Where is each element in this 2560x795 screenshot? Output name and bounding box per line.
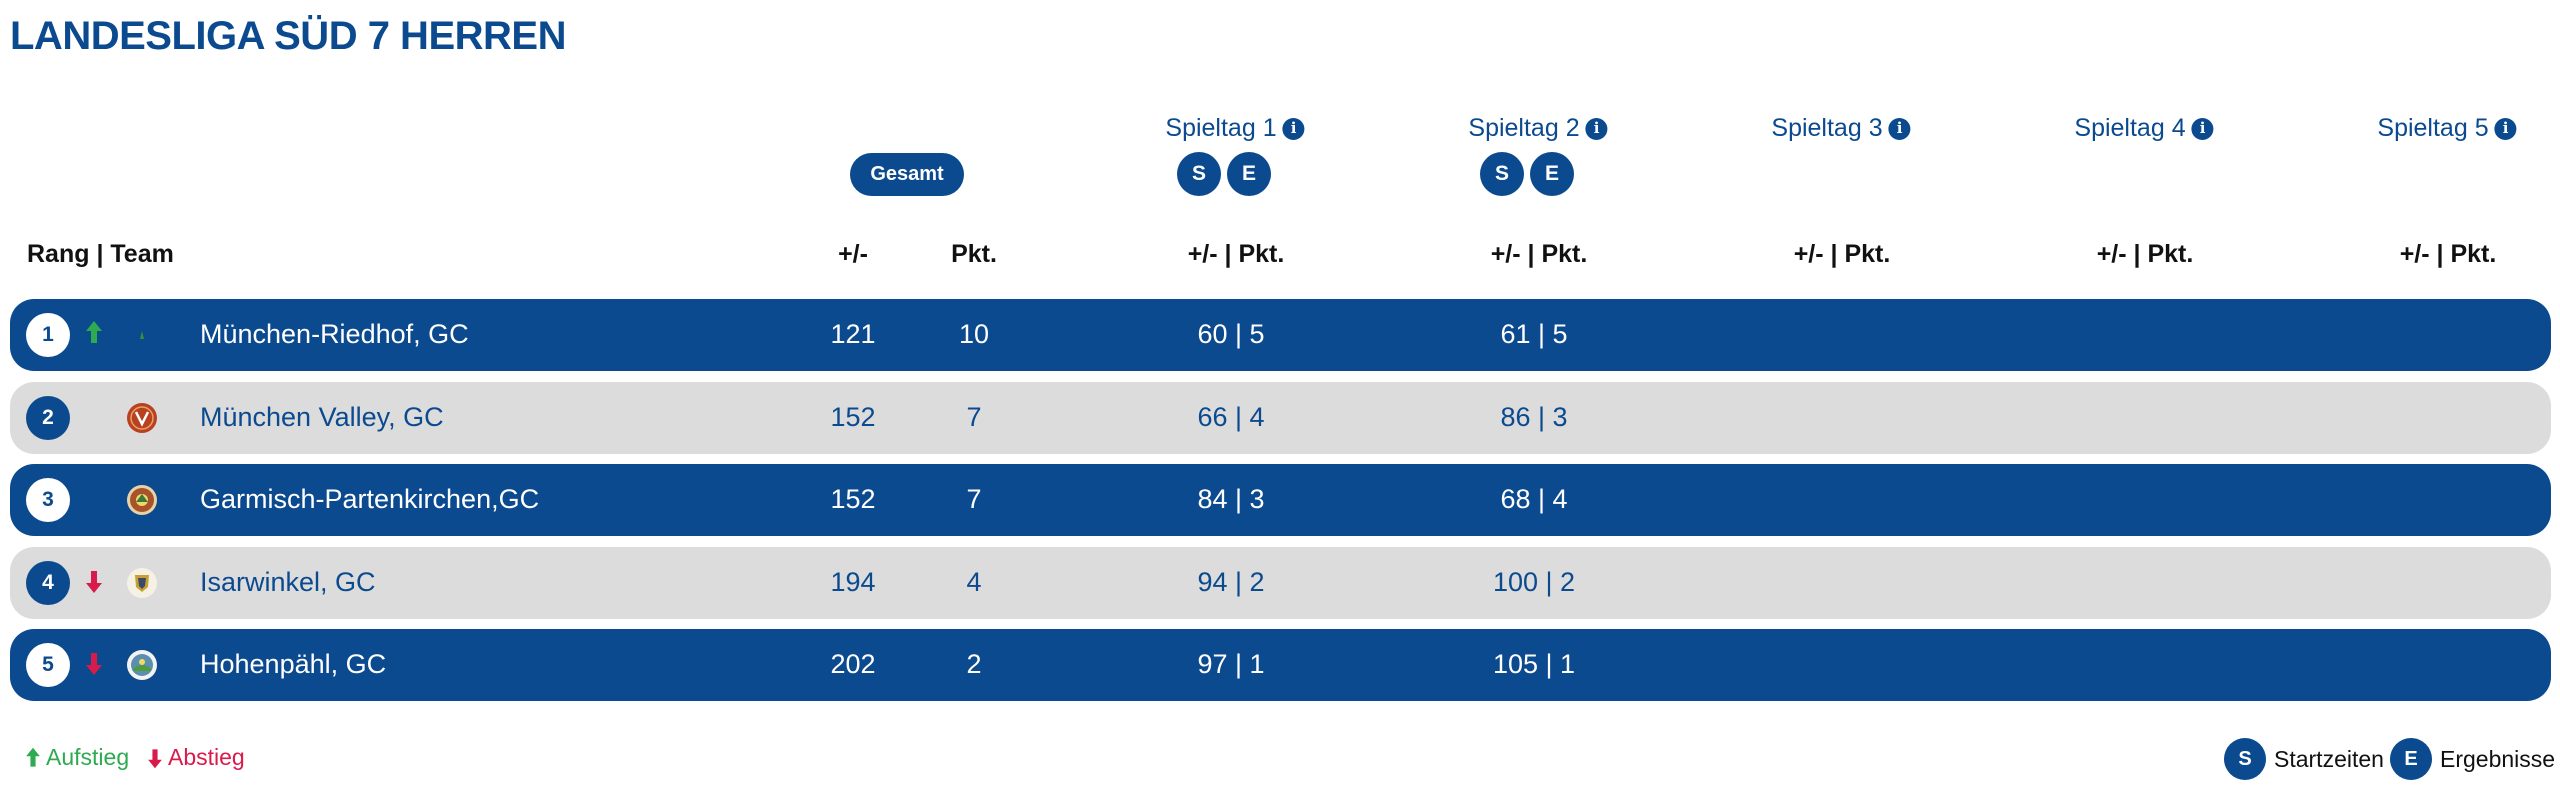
column-header-md5: +/- | Pkt. xyxy=(2399,240,2497,268)
cell-md2: 100 | 2 xyxy=(1492,567,1576,597)
results-button-md1[interactable]: E xyxy=(1227,152,1271,196)
arrow-down-icon xyxy=(86,653,102,675)
club-logo xyxy=(127,403,157,433)
club-logo xyxy=(127,568,157,598)
column-header-md1: +/- | Pkt. xyxy=(1187,240,1285,268)
team-name[interactable]: Hohenpähl, GC xyxy=(200,649,387,679)
cell-md2: 86 | 3 xyxy=(1500,402,1568,432)
matchday-2-label: Spieltag 2 xyxy=(1468,114,1580,142)
cell-md2: 68 | 4 xyxy=(1500,484,1568,514)
matchday-4-header[interactable]: Spieltag 4 i xyxy=(2074,114,2214,143)
cell-md1: 84 | 3 xyxy=(1197,484,1265,514)
table-row[interactable]: 3 Garmisch-Partenkirchen,GC 152 7 84 | 3… xyxy=(10,464,2551,536)
team-name[interactable]: Isarwinkel, GC xyxy=(200,567,376,597)
results-button-md2[interactable]: E xyxy=(1530,152,1574,196)
info-icon[interactable]: i xyxy=(1888,117,1911,140)
matchday-3-header[interactable]: Spieltag 3 i xyxy=(1771,114,1911,143)
matchday-1-label: Spieltag 1 xyxy=(1165,114,1277,142)
legend-relegation: Abstieg xyxy=(146,744,245,771)
cell-md1: 66 | 4 xyxy=(1197,402,1265,432)
matchday-5-label: Spieltag 5 xyxy=(2377,114,2489,142)
legend-results: E Ergebnisse xyxy=(2390,738,2555,780)
legend-promotion-label: Aufstieg xyxy=(46,744,130,770)
start-times-button-md1[interactable]: S xyxy=(1177,152,1221,196)
table-row[interactable]: 5 Hohenpähl, GC 202 2 97 | 1 105 | 1 xyxy=(10,629,2551,701)
team-name[interactable]: München Valley, GC xyxy=(200,402,444,432)
arrow-down-icon xyxy=(86,571,102,593)
arrow-up-icon xyxy=(86,321,102,343)
page-title: LANDESLIGA SÜD 7 HERREN xyxy=(10,14,566,58)
cell-diff: 194 xyxy=(830,567,876,597)
cell-diff: 202 xyxy=(830,649,876,679)
legend-promotion: Aufstieg xyxy=(24,744,129,771)
club-logo xyxy=(127,650,157,680)
cell-md2: 61 | 5 xyxy=(1500,319,1568,349)
results-key: E xyxy=(2390,738,2432,780)
cell-points: 10 xyxy=(958,319,990,349)
column-header-rank-team: Rang | Team xyxy=(27,240,174,268)
matchday-1-header[interactable]: Spieltag 1 i xyxy=(1165,114,1305,143)
matchday-4-label: Spieltag 4 xyxy=(2074,114,2186,142)
table-row[interactable]: 2 München Valley, GC 152 7 66 | 4 86 | 3 xyxy=(10,382,2551,454)
cell-points: 4 xyxy=(966,567,982,597)
info-icon[interactable]: i xyxy=(1282,117,1305,140)
table-row[interactable]: 4 Isarwinkel, GC 194 4 94 | 2 100 | 2 xyxy=(10,547,2551,619)
cell-diff: 152 xyxy=(830,402,876,432)
column-header-points: Pkt. xyxy=(951,240,997,268)
rank-badge: 1 xyxy=(26,313,70,357)
column-header-md4: +/- | Pkt. xyxy=(2096,240,2194,268)
table-row[interactable]: 1 München-Riedhof, GC 121 10 60 | 5 61 |… xyxy=(10,299,2551,371)
club-logo xyxy=(140,331,144,339)
cell-diff: 121 xyxy=(830,319,876,349)
rank-badge: 5 xyxy=(26,643,70,687)
start-times-button-md2[interactable]: S xyxy=(1480,152,1524,196)
matchday-3-label: Spieltag 3 xyxy=(1771,114,1883,142)
cell-md1: 60 | 5 xyxy=(1197,319,1265,349)
arrow-up-icon xyxy=(26,747,40,767)
team-name[interactable]: München-Riedhof, GC xyxy=(200,319,469,349)
rank-badge: 3 xyxy=(26,478,70,522)
cell-md1: 97 | 1 xyxy=(1197,649,1265,679)
cell-diff: 152 xyxy=(830,484,876,514)
column-header-md3: +/- | Pkt. xyxy=(1793,240,1891,268)
gesamt-button[interactable]: Gesamt xyxy=(850,153,964,196)
team-name[interactable]: Garmisch-Partenkirchen,GC xyxy=(200,484,540,514)
info-icon[interactable]: i xyxy=(2191,117,2214,140)
rank-badge: 2 xyxy=(26,396,70,440)
start-times-key: S xyxy=(2224,738,2266,780)
legend-start-times-label: Startzeiten xyxy=(2274,745,2384,772)
cell-points: 2 xyxy=(966,649,982,679)
info-icon[interactable]: i xyxy=(2494,117,2517,140)
column-header-diff: +/- xyxy=(838,240,868,268)
cell-md1: 94 | 2 xyxy=(1197,567,1265,597)
cell-md2: 105 | 1 xyxy=(1492,649,1576,679)
info-icon[interactable]: i xyxy=(1585,117,1608,140)
matchday-5-header[interactable]: Spieltag 5 i xyxy=(2377,114,2517,143)
legend-results-label: Ergebnisse xyxy=(2440,745,2556,772)
matchday-2-header[interactable]: Spieltag 2 i xyxy=(1468,114,1608,143)
legend-start-times: S Startzeiten xyxy=(2224,738,2384,780)
rank-badge: 4 xyxy=(26,561,70,605)
legend-relegation-label: Abstieg xyxy=(168,744,245,770)
column-header-md2: +/- | Pkt. xyxy=(1490,240,1588,268)
cell-points: 7 xyxy=(966,402,982,432)
cell-points: 7 xyxy=(966,484,982,514)
club-logo xyxy=(127,485,157,515)
arrow-down-icon xyxy=(148,748,162,768)
